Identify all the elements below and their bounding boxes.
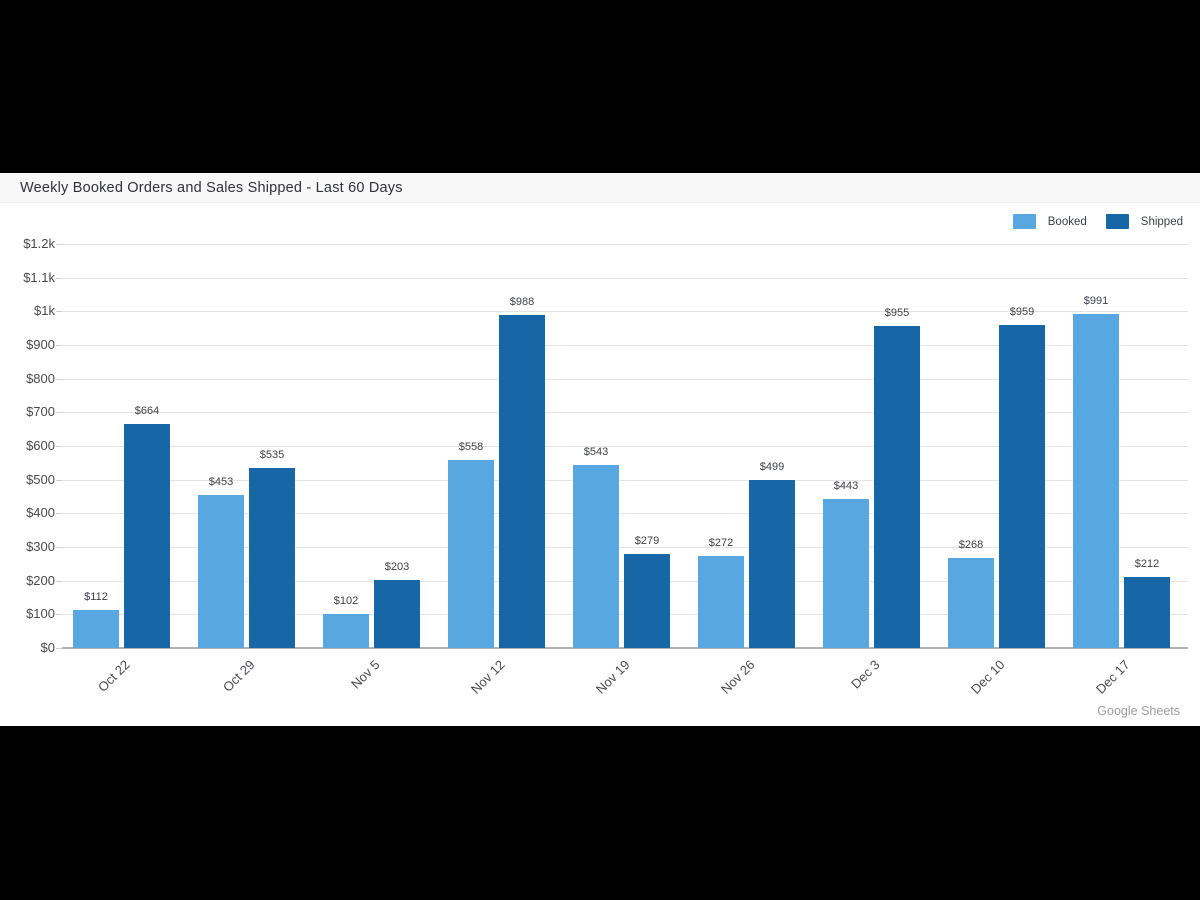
gridline — [62, 547, 1188, 548]
x-axis-label: Nov 5 — [347, 657, 383, 692]
bar-shipped-nov-26[interactable] — [749, 480, 795, 648]
y-axis-label: $500 — [26, 471, 55, 487]
bar-value-label: $499 — [759, 461, 785, 473]
y-axis-tick — [56, 580, 62, 582]
y-axis-label: $900 — [26, 337, 55, 352]
x-axis-label: Oct 22 — [94, 657, 133, 695]
gridline — [62, 412, 1188, 414]
bar-shipped-nov-5[interactable] — [374, 579, 420, 648]
y-axis-tick — [56, 547, 62, 548]
y-axis-label: $1k — [34, 303, 55, 319]
x-axis-label: Nov 26 — [717, 657, 758, 697]
chart-title: Weekly Booked Orders and Sales Shipped -… — [20, 180, 403, 196]
chart-header: Weekly Booked Orders and Sales Shipped -… — [0, 173, 1200, 203]
y-axis-label: $700 — [26, 404, 55, 420]
bar-shipped-nov-19[interactable] — [624, 554, 670, 648]
bar-value-label: $988 — [509, 296, 535, 309]
bar-booked-dec-17[interactable] — [1073, 314, 1119, 648]
legend-swatch-shipped — [1105, 214, 1129, 229]
gridline — [62, 277, 1188, 279]
legend-item-shipped: Shipped — [1105, 214, 1183, 229]
bar-value-label: $212 — [1134, 557, 1160, 570]
y-axis-label: $1.1k — [23, 269, 55, 285]
bar-value-label: $272 — [708, 537, 734, 550]
legend: Booked Shipped — [1012, 214, 1183, 229]
bar-value-label: $112 — [84, 591, 108, 604]
x-axis-label: Oct 29 — [219, 657, 258, 695]
x-axis-label: Dec 3 — [847, 657, 883, 692]
y-axis-label: $600 — [26, 438, 55, 453]
x-axis-label: Dec 10 — [967, 657, 1008, 697]
bar-value-label: $203 — [384, 560, 410, 573]
bar-value-label: $664 — [134, 405, 160, 418]
legend-swatch-booked — [1012, 214, 1036, 229]
bar-shipped-dec-10[interactable] — [999, 325, 1045, 648]
y-axis-label: $400 — [26, 505, 55, 521]
gridline — [62, 378, 1188, 380]
gridline — [62, 513, 1188, 515]
bar-value-label: $959 — [1009, 306, 1035, 319]
y-axis-label: $0 — [40, 640, 55, 655]
google-sheets-link[interactable]: Google Sheets — [1097, 704, 1180, 718]
y-axis-label: $1.2k — [23, 236, 55, 251]
y-axis-label: $300 — [26, 539, 55, 554]
legend-label: Booked — [1047, 215, 1087, 228]
y-axis-label: $800 — [26, 370, 55, 386]
y-axis-tick — [56, 648, 62, 649]
y-axis-tick — [56, 311, 62, 313]
legend-label: Shipped — [1140, 215, 1183, 228]
gridline — [62, 244, 1188, 245]
bar-shipped-nov-12[interactable] — [499, 315, 545, 648]
bar-value-label: $443 — [833, 479, 859, 492]
bar-shipped-dec-17[interactable] — [1124, 576, 1170, 648]
x-axis-label: Nov 12 — [467, 657, 508, 697]
chart-panel: Weekly Booked Orders and Sales Shipped -… — [0, 173, 1200, 726]
bar-booked-oct-22[interactable] — [73, 610, 119, 648]
bar-shipped-dec-3[interactable] — [874, 326, 920, 648]
bar-booked-dec-10[interactable] — [948, 557, 994, 648]
bar-booked-oct-29[interactable] — [198, 495, 244, 648]
x-axis-label: Dec 17 — [1092, 657, 1133, 697]
bar-value-label: $279 — [634, 535, 660, 548]
y-axis-tick — [56, 446, 62, 447]
bar-chart: $0 $100 $200 $300 $400 $500 $600 $700 $800 $900 $1… — [0, 173, 1200, 726]
bar-booked-dec-3[interactable] — [823, 498, 869, 648]
bar-value-label: $991 — [1083, 295, 1109, 308]
bar-value-label: $453 — [208, 476, 234, 489]
gridline — [62, 311, 1188, 313]
bar-booked-nov-19[interactable] — [573, 465, 619, 648]
y-axis-label: $200 — [26, 572, 55, 588]
bar-value-label: $268 — [958, 538, 984, 551]
y-axis-tick — [56, 345, 62, 346]
bar-value-label: $543 — [583, 446, 609, 459]
y-axis-label: $100 — [26, 606, 55, 622]
x-axis-line — [62, 647, 1188, 649]
gridline — [62, 345, 1188, 346]
gridline — [62, 479, 1188, 481]
gridline — [62, 446, 1188, 447]
x-axis-label: Nov 19 — [592, 657, 633, 697]
legend-item-booked: Booked — [1012, 214, 1087, 229]
bar-value-label: $102 — [333, 594, 359, 607]
y-axis-tick — [56, 513, 62, 515]
y-axis-tick — [56, 378, 62, 380]
bar-value-label: $955 — [884, 307, 910, 320]
bar-value-label: $535 — [259, 448, 285, 461]
y-axis-tick — [56, 277, 62, 279]
y-axis-tick — [56, 614, 62, 616]
bar-shipped-oct-22[interactable] — [124, 424, 170, 648]
y-axis-tick — [56, 479, 62, 481]
bar-booked-nov-5[interactable] — [323, 613, 369, 648]
bar-booked-nov-12[interactable] — [448, 460, 494, 648]
bar-value-label: $558 — [458, 441, 484, 454]
bar-booked-nov-26[interactable] — [698, 556, 744, 648]
y-axis-tick — [56, 412, 62, 414]
bar-shipped-oct-29[interactable] — [249, 467, 295, 648]
y-axis-tick — [56, 244, 62, 245]
